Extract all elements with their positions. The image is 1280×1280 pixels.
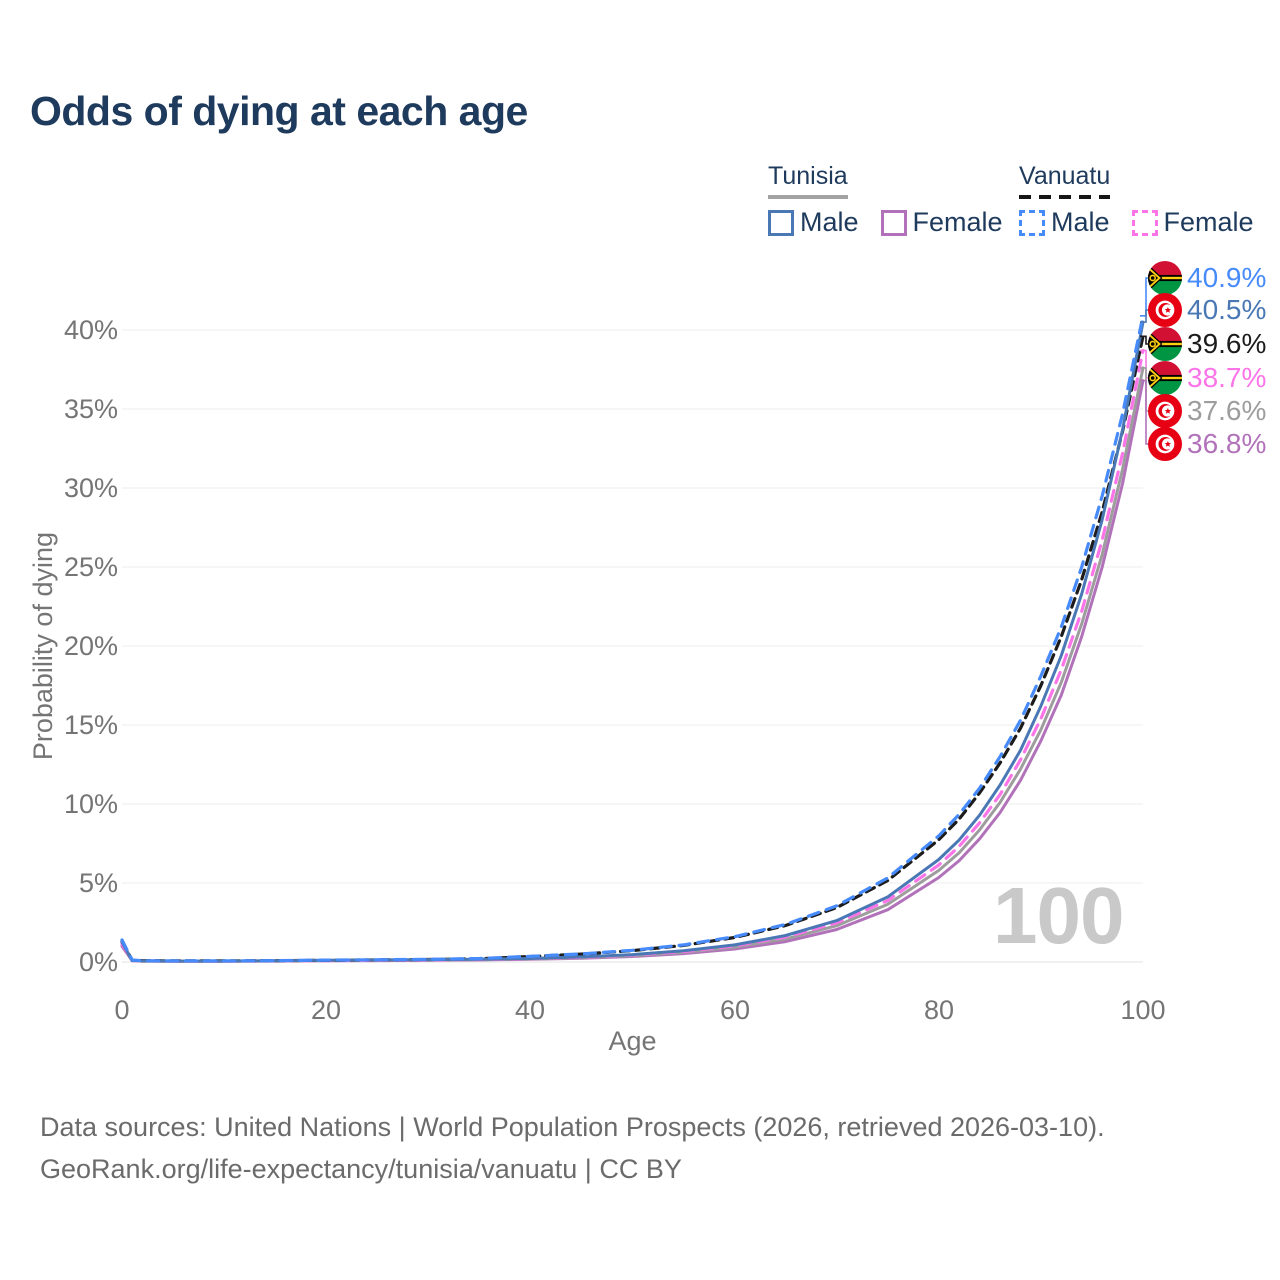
vanuatu-dashed-line-sample xyxy=(1019,195,1111,199)
legend-group-vanuatu: Vanuatu Male Female xyxy=(1019,162,1254,238)
y-tick-label: 35% xyxy=(63,394,118,424)
legend-item-vanuatu-female[interactable]: Female xyxy=(1131,207,1254,238)
tunisia-flag-icon xyxy=(1148,427,1182,461)
end-label-row-tunisia-both: 37.6% xyxy=(1148,393,1266,429)
vanuatu-flag-icon xyxy=(1148,327,1182,361)
x-tick-label: 80 xyxy=(923,995,955,1025)
end-label-value: 40.9% xyxy=(1187,262,1267,293)
tunisia-flag-icon xyxy=(1148,293,1182,327)
vanuatu-flag-icon xyxy=(1148,361,1182,395)
end-label-row-tunisia-male: 40.5% xyxy=(1148,292,1266,328)
legend-group-vanuatu-label: Vanuatu xyxy=(1019,162,1111,190)
page-title: Odds of dying at each age xyxy=(30,88,528,134)
x-tick-label: 60 xyxy=(719,995,751,1025)
tunisia-flag-icon xyxy=(1148,394,1182,428)
end-label-row-vanuatu-both: 39.6% xyxy=(1148,326,1266,362)
series-line-vanuatu-female xyxy=(120,348,1145,963)
x-tick-label: 0 xyxy=(114,995,130,1025)
series-line-tunisia-female xyxy=(120,379,1145,963)
y-axis-title: Probability of dying xyxy=(28,531,58,761)
end-label-value: 37.6% xyxy=(1187,395,1267,426)
series-line-tunisia-both xyxy=(120,366,1145,963)
data-source-note: Data sources: United Nations | World Pop… xyxy=(40,1106,1105,1190)
y-tick-label: 25% xyxy=(63,552,118,582)
legend-item-tunisia-female[interactable]: Female xyxy=(880,207,1003,238)
tunisia-female-swatch-icon xyxy=(880,209,907,236)
legend-item-label: Male xyxy=(1051,207,1110,237)
legend-item-label: Female xyxy=(912,207,1003,237)
tunisia-solid-line-sample xyxy=(768,195,848,199)
end-label-row-tunisia-female: 36.8% xyxy=(1148,426,1266,462)
series-line-vanuatu-male xyxy=(120,314,1145,963)
tunisia-male-swatch-icon xyxy=(768,209,794,236)
x-tick-label: 20 xyxy=(310,995,342,1025)
series-line-tunisia-male xyxy=(120,320,1145,963)
legend-item-label: Male xyxy=(800,207,859,237)
end-label-row-vanuatu-male: 40.9% xyxy=(1148,260,1266,296)
y-tick-label: 0% xyxy=(78,947,118,977)
end-label-value: 38.7% xyxy=(1187,362,1267,393)
x-axis-title: Age xyxy=(608,1026,657,1056)
data-source-line: Data sources: United Nations | World Pop… xyxy=(40,1112,1105,1142)
end-label-row-vanuatu-female: 38.7% xyxy=(1148,360,1266,396)
x-tick-label: 100 xyxy=(1120,995,1166,1025)
age-counter-watermark: 100 xyxy=(993,871,1124,960)
series-line-vanuatu-both xyxy=(120,334,1145,963)
y-tick-label: 40% xyxy=(63,315,118,345)
y-tick-label: 20% xyxy=(63,631,118,661)
legend-group-tunisia: Tunisia Male Female xyxy=(768,162,1003,238)
vanuatu-flag-icon xyxy=(1148,261,1182,295)
end-label-value: 36.8% xyxy=(1187,428,1267,459)
y-tick-label: 15% xyxy=(63,710,118,740)
x-tick-label: 40 xyxy=(514,995,546,1025)
vanuatu-male-swatch-icon xyxy=(1019,209,1045,236)
legend-item-vanuatu-male[interactable]: Male xyxy=(1019,207,1110,238)
end-label-value: 39.6% xyxy=(1187,328,1267,359)
y-tick-label: 30% xyxy=(63,473,118,503)
y-tick-label: 10% xyxy=(63,789,118,819)
legend-item-tunisia-male[interactable]: Male xyxy=(768,207,859,238)
legend-item-label: Female xyxy=(1163,207,1254,237)
attribution-line: GeoRank.org/life-expectancy/tunisia/vanu… xyxy=(40,1154,682,1184)
y-tick-label: 5% xyxy=(78,868,118,898)
end-label-value: 40.5% xyxy=(1187,294,1267,325)
vanuatu-female-swatch-icon xyxy=(1131,209,1158,236)
legend-group-tunisia-label: Tunisia xyxy=(768,162,848,190)
